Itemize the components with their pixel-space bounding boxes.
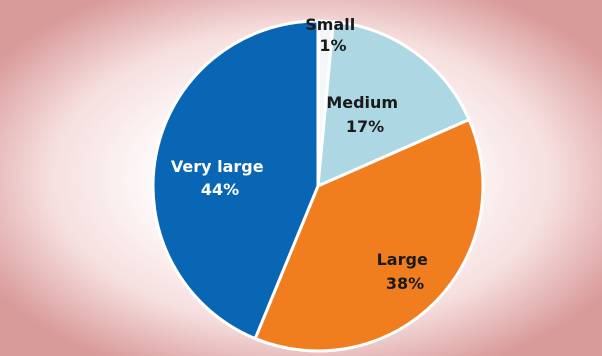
slice-label-large: Large 38% [377,250,434,293]
slice-label-very-large: Very large 44% [171,157,269,199]
pie-slice-medium [316,20,471,188]
slices-layer [151,19,485,353]
slice-value-small: 1% [319,36,346,55]
slice-name-medium: Medium [326,93,398,112]
slice-name-large: Large [377,250,428,269]
slice-label-medium: Medium 17% [326,93,403,136]
slice-name-small: Small [305,15,355,34]
slice-name-very-large: Very large [171,157,264,176]
labels-layer: Small 1% Medium 17% Large 38% Very large… [171,15,434,293]
slice-value-medium: 17% [346,117,384,136]
slice-label-small: Small 1% [305,15,361,55]
pie-slice-large [253,118,485,353]
pie-slice-very-large [151,19,320,341]
slice-value-large: 38% [386,274,424,293]
slice-value-very-large: 44% [201,180,239,199]
